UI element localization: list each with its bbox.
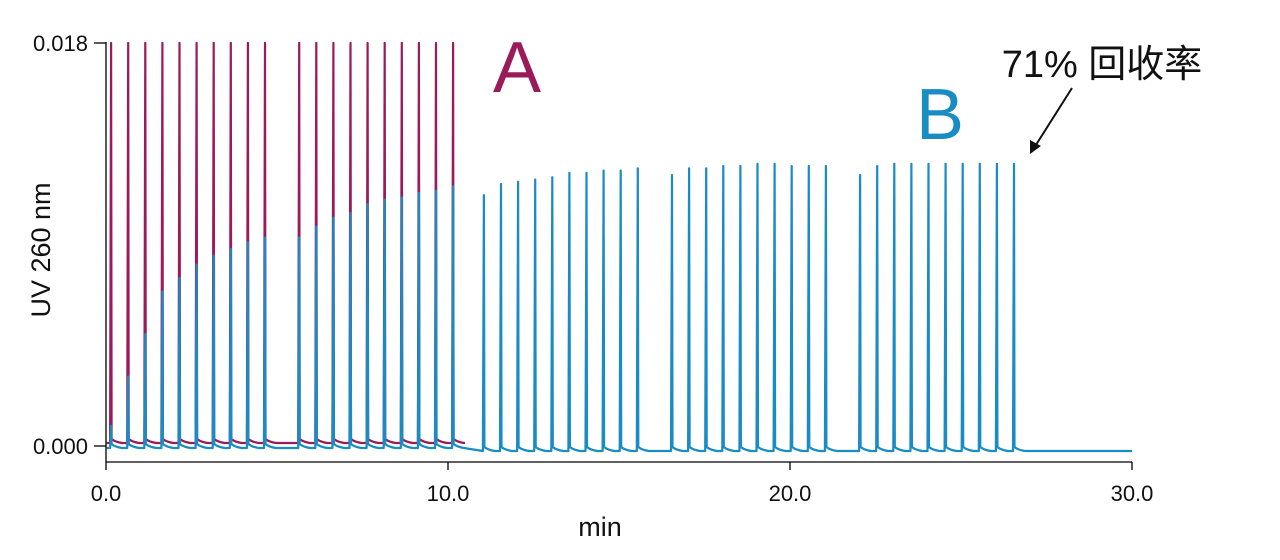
recovery-annotation: 71% 回收率 [1002,44,1203,86]
peak-point-b [978,162,981,165]
peak-point-b [927,162,930,165]
series-line-a [106,41,466,445]
peak-point-b [585,171,588,174]
peak-point-b [995,162,998,165]
peak-point-b [435,189,437,192]
peak-point-b [349,212,352,215]
peak-point-b [944,162,947,165]
peak-point-b [400,196,403,199]
peak-point-b [212,254,215,257]
peak-point-b [517,180,520,183]
peak-point-a [264,42,266,44]
peak-point-b [417,192,420,194]
peak-point-a [212,42,215,44]
peak-point-a [144,42,147,44]
peak-point-b [482,194,485,197]
peak-point-a [349,42,352,44]
peak-point-a [110,42,113,44]
peak-point-b [383,198,386,201]
x-tick-label-30: 30.0 [1111,481,1154,506]
peak-point-b [229,248,232,250]
peak-point-b [110,424,113,427]
peak-point-b [178,277,181,280]
y-tick-label-zero: 0.000 [33,434,88,459]
peak-point-a [195,42,198,44]
series-layer [106,41,1132,453]
peak-point-a [452,42,455,44]
peak-point-b [127,375,130,378]
peak-point-a [246,42,249,44]
peak-point-b [195,263,198,266]
peak-point-b [534,178,537,181]
series-line-b [106,162,1132,453]
peak-point-b [264,236,266,239]
series-label-b: B [916,75,964,155]
peak-point-a [315,42,318,44]
peak-point-b [859,174,862,177]
x-axis-title: min [578,512,622,542]
peak-point-b [876,165,879,168]
peak-point-b [315,225,318,228]
peak-point-b [910,162,913,165]
peak-point-a [161,42,164,44]
peak-point-a [332,42,335,44]
y-axis-title: UV 260 nm [26,182,56,317]
peak-point-b [298,236,301,239]
peak-point-b [893,162,896,165]
peak-point-a [127,42,130,44]
peak-point-b [705,167,708,170]
peak-point-a [298,42,301,44]
peak-point-a [417,42,420,44]
peak-point-b [790,165,793,168]
peak-point-b [332,216,335,219]
peak-point-b [161,290,164,293]
peak-point-b [671,174,673,177]
peak-point-b [824,165,827,168]
peak-point-b [246,241,249,244]
peak-point-a [435,42,437,44]
peak-point-b [722,165,725,168]
annotation-arrow [1030,87,1073,154]
peak-point-a [178,42,181,44]
y-tick-label-top: 0.018 [33,31,88,56]
peak-point-b [144,333,147,336]
peak-point-b [500,183,502,186]
peak-point-a [366,42,369,44]
peak-point-b [602,169,605,172]
peak-point-b [807,165,810,168]
peak-point-b [773,162,776,165]
peak-point-b [636,167,639,170]
series-label-a: A [493,28,541,108]
peak-point-a [400,42,403,44]
peak-point-b [688,167,691,170]
peak-point-b [1013,162,1015,165]
x-tick-label-0: 0.0 [91,481,122,506]
x-tick-label-20: 20.0 [769,481,812,506]
peak-point-b [452,185,455,188]
peak-point-b [739,165,742,168]
x-tick-label-10: 10.0 [427,481,470,506]
peak-point-b [756,162,759,165]
peak-point-b [568,171,571,174]
peak-point-a [229,42,232,44]
peak-point-b [366,203,369,206]
peak-point-b [619,169,622,172]
peak-point-b [961,162,964,165]
peak-point-b [551,176,554,179]
peak-point-a [383,42,386,44]
